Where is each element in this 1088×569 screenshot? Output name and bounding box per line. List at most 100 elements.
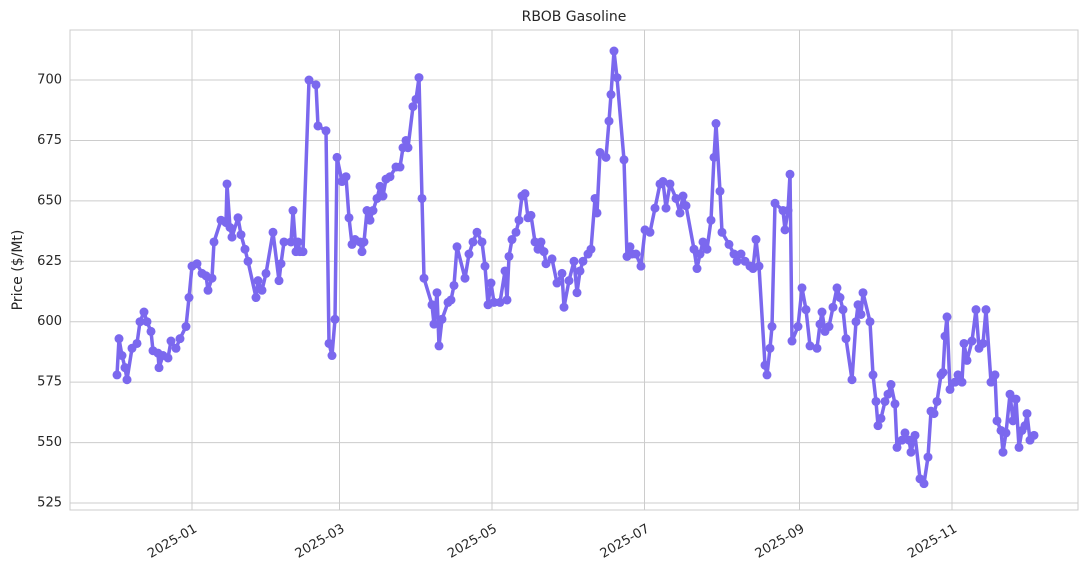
- data-point: [817, 307, 827, 317]
- data-point: [559, 302, 569, 312]
- data-point: [536, 237, 546, 247]
- data-point: [953, 370, 963, 380]
- data-point: [378, 191, 388, 201]
- data-point: [298, 247, 308, 257]
- data-point: [472, 227, 482, 237]
- y-tick-label: 625: [37, 254, 62, 269]
- data-point: [706, 215, 716, 225]
- data-point: [375, 181, 385, 191]
- data-point: [357, 247, 367, 257]
- data-point: [793, 322, 803, 332]
- y-tick-label: 700: [37, 73, 62, 88]
- data-point: [978, 338, 988, 348]
- data-point: [695, 249, 705, 259]
- data-point: [765, 343, 775, 353]
- data-point: [192, 259, 202, 269]
- data-point: [957, 377, 967, 387]
- data-point: [606, 90, 616, 100]
- y-tick-label: 650: [37, 193, 62, 208]
- data-point: [1011, 394, 1021, 404]
- data-point: [992, 416, 1002, 426]
- data-point: [678, 191, 688, 201]
- data-point: [785, 169, 795, 179]
- data-point: [1014, 442, 1024, 452]
- data-point: [876, 413, 886, 423]
- data-point: [962, 355, 972, 365]
- data-point: [368, 206, 378, 216]
- data-point: [824, 322, 834, 332]
- data-point: [736, 249, 746, 259]
- data-point: [408, 102, 418, 112]
- data-point: [959, 338, 969, 348]
- data-point: [590, 193, 600, 203]
- data-point: [715, 186, 725, 196]
- data-point: [650, 203, 660, 213]
- y-tick-label: 525: [37, 495, 62, 510]
- data-point: [171, 343, 181, 353]
- data-point: [365, 215, 375, 225]
- data-point: [601, 152, 611, 162]
- data-point: [539, 247, 549, 257]
- data-point: [1020, 421, 1030, 431]
- data-point: [460, 273, 470, 283]
- data-point: [279, 237, 289, 247]
- data-point: [511, 227, 521, 237]
- data-point: [446, 295, 456, 305]
- data-point: [636, 261, 646, 271]
- data-point: [801, 305, 811, 315]
- data-point: [990, 370, 1000, 380]
- data-point: [142, 317, 152, 327]
- x-tick-label: 2025-03: [293, 522, 348, 562]
- data-point: [986, 377, 996, 387]
- data-point: [631, 249, 641, 259]
- data-point: [120, 363, 130, 373]
- chart-title: RBOB Gasoline: [522, 9, 627, 25]
- data-point: [812, 343, 822, 353]
- x-tick-label: 2025-11: [905, 522, 960, 562]
- data-point: [395, 162, 405, 172]
- data-point: [261, 268, 271, 278]
- data-point: [692, 264, 702, 274]
- data-point: [500, 266, 510, 276]
- data-point: [702, 244, 712, 254]
- data-point: [146, 326, 156, 336]
- data-point: [604, 116, 614, 126]
- data-point: [181, 322, 191, 332]
- data-point: [547, 254, 557, 264]
- data-point: [552, 278, 562, 288]
- data-point: [1001, 428, 1011, 438]
- data-point: [938, 367, 948, 377]
- data-point: [619, 155, 629, 165]
- data-point: [417, 193, 427, 203]
- data-point: [760, 360, 770, 370]
- data-point: [437, 314, 447, 324]
- data-point: [276, 259, 286, 269]
- y-tick-label: 550: [37, 435, 62, 450]
- data-point: [207, 273, 217, 283]
- data-point: [401, 135, 411, 145]
- y-tick-label: 600: [37, 314, 62, 329]
- data-point: [268, 227, 278, 237]
- data-point: [671, 193, 681, 203]
- data-point: [330, 314, 340, 324]
- data-point: [311, 80, 321, 90]
- data-point: [783, 206, 793, 216]
- x-tick-label: 2025-01: [145, 522, 200, 562]
- data-point: [304, 75, 314, 85]
- data-point: [880, 396, 890, 406]
- data-point: [780, 225, 790, 235]
- data-point: [327, 351, 337, 361]
- data-point: [851, 317, 861, 327]
- data-point: [609, 46, 619, 56]
- y-tick-label: 675: [37, 133, 62, 148]
- data-point: [940, 331, 950, 341]
- data-point: [520, 189, 530, 199]
- data-point: [253, 276, 263, 286]
- data-point: [675, 208, 685, 218]
- data-point: [971, 305, 981, 315]
- y-axis-label: Price ($/Mt): [10, 230, 26, 311]
- data-point: [569, 256, 579, 266]
- data-point: [853, 300, 863, 310]
- data-point: [359, 237, 369, 247]
- data-point: [923, 452, 933, 462]
